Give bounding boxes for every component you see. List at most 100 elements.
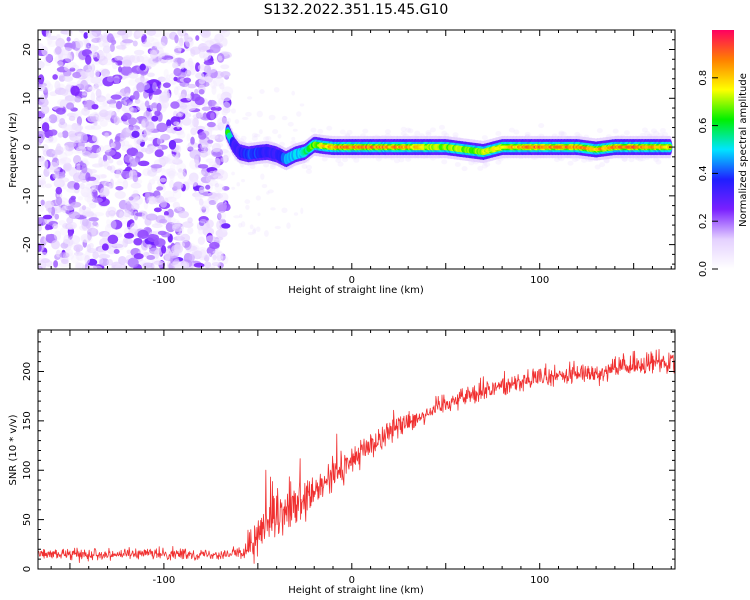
heatmap-speckle <box>214 183 225 192</box>
heatmap-halo <box>553 157 560 163</box>
heatmap-speckle <box>152 42 160 47</box>
snr-xlabel: Height of straight line (km) <box>288 585 424 596</box>
heatmap-speckle <box>221 255 229 265</box>
heatmap-speckle <box>99 109 109 118</box>
heatmap-speckle <box>95 50 105 60</box>
heatmap-speckle <box>91 103 99 110</box>
heatmap-speckle <box>160 133 171 141</box>
heatmap-speckle <box>80 79 89 91</box>
x-tick-label: 100 <box>530 575 549 586</box>
heatmap-speckle <box>49 35 58 41</box>
heatmap-speckle <box>190 244 200 251</box>
heatmap-speckle <box>86 180 97 186</box>
heatmap-speckle <box>258 129 263 135</box>
heatmap-speckle <box>70 201 82 208</box>
heatmap-speckle <box>53 165 61 172</box>
heatmap-speckle <box>131 55 141 64</box>
heatmap-speckle <box>128 79 137 86</box>
heatmap-speckle <box>113 248 120 255</box>
heatmap-speckle <box>68 115 76 122</box>
heatmap-speckle <box>182 221 194 228</box>
heatmap-halo <box>461 166 468 172</box>
heatmap-speckle <box>99 187 110 198</box>
heatmap-speckle <box>168 170 175 179</box>
heatmap-speckle <box>135 30 146 37</box>
heatmap-speckle <box>209 44 221 54</box>
heatmap-speckle <box>38 229 42 240</box>
heatmap-speckle <box>146 255 156 260</box>
heatmap-speckle <box>103 181 111 192</box>
heatmap-speckle <box>222 38 228 47</box>
heatmap-halo <box>429 127 436 133</box>
heatmap-speckle <box>198 198 204 206</box>
heatmap-speckle <box>73 154 82 165</box>
heatmap-halo <box>342 157 349 163</box>
heatmap-speckle <box>54 46 62 55</box>
heatmap-speckle <box>105 52 112 60</box>
heatmap-speckle <box>183 40 190 49</box>
heatmap-speckle <box>172 61 179 69</box>
heatmap-speckle <box>80 186 92 198</box>
heatmap-speckle <box>84 211 94 217</box>
heatmap-speckle <box>204 124 209 132</box>
heatmap-halo <box>339 129 346 135</box>
heatmap-speckle <box>44 183 52 189</box>
heatmap-speckle <box>185 104 197 111</box>
heatmap-speckle <box>61 205 67 214</box>
heatmap-speckle <box>64 95 76 102</box>
heatmap-halo <box>572 157 579 163</box>
heatmap-halo <box>612 128 619 134</box>
heatmap-speckle <box>72 172 84 183</box>
heatmap-speckle <box>145 36 155 43</box>
heatmap-speckle <box>199 205 209 210</box>
x-tick-label: 0 <box>349 575 355 586</box>
heatmap-speckle <box>206 235 215 242</box>
heatmap-speckle <box>78 30 85 34</box>
heatmap-speckle <box>141 33 147 44</box>
heatmap-speckle <box>68 211 81 220</box>
heatmap-speckle <box>209 68 218 79</box>
heatmap-speckle <box>73 251 84 256</box>
heatmap-speckle <box>90 144 102 154</box>
heatmap-speckle <box>195 35 200 41</box>
heatmap-speckle <box>198 88 205 95</box>
heatmap-speckle <box>245 204 250 210</box>
heatmap-speckle <box>177 168 183 173</box>
heatmap-speckle <box>70 195 76 201</box>
heatmap-speckle <box>42 214 53 220</box>
heatmap-speckle <box>222 101 231 111</box>
heatmap-speckle <box>63 145 69 152</box>
heatmap-halo <box>596 128 603 134</box>
heatmap-speckle <box>273 86 280 93</box>
heatmap-halo <box>653 130 660 136</box>
heatmap-speckle <box>98 254 111 259</box>
heatmap-halo <box>398 157 405 163</box>
heatmap-speckle <box>184 69 192 77</box>
heatmap-speckle <box>49 129 58 136</box>
heatmap-speckle <box>163 211 169 216</box>
heatmap-halo <box>301 163 308 169</box>
heatmap-speckle <box>44 200 55 210</box>
heatmap-speckle <box>151 223 163 229</box>
heatmap-speckle <box>190 136 195 146</box>
heatmap-speckle <box>111 261 123 269</box>
heatmap-speckle <box>210 112 215 120</box>
heatmap-speckle <box>156 102 162 112</box>
heatmap-speckle <box>108 182 113 189</box>
heatmap-speckle <box>64 65 69 71</box>
snr-series-line <box>38 348 675 564</box>
heatmap-speckle <box>43 159 49 170</box>
heatmap-speckle <box>199 205 210 215</box>
heatmap-halo <box>441 159 448 165</box>
heatmap-speckle <box>38 60 45 69</box>
heatmap-halo <box>249 164 256 170</box>
heatmap-speckle <box>137 106 144 111</box>
heatmap-speckle <box>201 106 211 111</box>
heatmap-speckle <box>166 153 177 164</box>
heatmap-speckle <box>89 111 100 123</box>
heatmap-speckle <box>38 137 44 143</box>
y-tick-label: 0 <box>22 144 33 150</box>
heatmap-speckle <box>154 95 162 105</box>
heatmap-speckle <box>171 158 183 165</box>
heatmap-speckle <box>177 30 187 37</box>
